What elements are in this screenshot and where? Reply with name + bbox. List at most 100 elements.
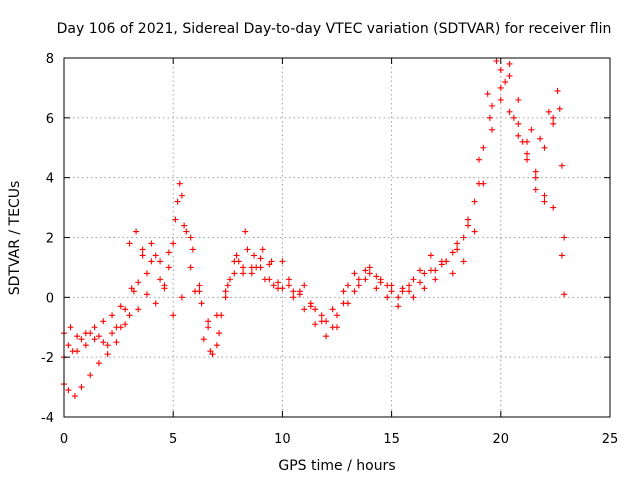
data-point [126, 240, 133, 247]
data-point [366, 270, 373, 277]
y-tick-label: 6 [46, 112, 54, 127]
data-point [91, 324, 98, 331]
series-track-d [65, 72, 565, 355]
axis-ticks: 0 5 10 15 20 25 -4 -2 0 2 4 6 8 [41, 52, 618, 447]
data-point [109, 312, 116, 319]
data-point [406, 282, 413, 289]
data-point [122, 306, 129, 313]
data-point [78, 336, 85, 343]
series-track-c [61, 84, 565, 361]
data-point [493, 57, 500, 64]
data-point [541, 192, 548, 199]
data-point [427, 252, 434, 259]
data-point [323, 333, 330, 340]
data-point [556, 105, 563, 112]
data-point [421, 270, 428, 277]
data-point [244, 246, 251, 253]
x-tick-label: 0 [60, 432, 68, 447]
data-point [432, 276, 439, 283]
data-point [113, 324, 120, 331]
data-point [266, 261, 273, 268]
data-point [355, 276, 362, 283]
data-point [541, 198, 548, 205]
data-point [550, 120, 557, 127]
data-point [251, 252, 258, 259]
x-tick-label: 15 [383, 432, 400, 447]
data-point [178, 294, 185, 301]
data-point [165, 264, 172, 271]
data-point [465, 222, 472, 229]
data-point [351, 288, 358, 295]
data-point [395, 303, 402, 310]
data-point [312, 306, 319, 313]
data-point [135, 279, 142, 286]
data-point [362, 267, 369, 274]
data-point [242, 228, 249, 235]
data-point [395, 294, 402, 301]
data-point [122, 321, 129, 328]
data-point [257, 264, 264, 271]
data-point [126, 312, 133, 319]
y-tick-label: 0 [46, 291, 54, 306]
data-point [205, 324, 212, 331]
data-point [178, 192, 185, 199]
data-point [362, 276, 369, 283]
data-point [307, 300, 314, 307]
data-point [130, 288, 137, 295]
data-point [318, 312, 325, 319]
data-point [65, 342, 72, 349]
data-point [143, 270, 150, 277]
data-point [351, 270, 358, 277]
data-point [558, 252, 565, 259]
data-point [416, 267, 423, 274]
data-point [384, 294, 391, 301]
data-point [183, 228, 190, 235]
data-point [377, 279, 384, 286]
data-point [181, 222, 188, 229]
data-point [410, 294, 417, 301]
data-point [174, 198, 181, 205]
data-point [334, 312, 340, 319]
data-point [296, 288, 303, 295]
data-point [558, 162, 565, 169]
data-point [301, 282, 308, 289]
data-point [329, 306, 336, 313]
data-point [489, 126, 496, 133]
data-point [318, 318, 325, 325]
y-tick-label: 4 [46, 172, 54, 187]
data-point [312, 321, 319, 328]
data-point [143, 291, 150, 298]
data-point [165, 249, 172, 256]
data-point [266, 276, 273, 283]
data-point [480, 144, 487, 151]
data-point [449, 270, 456, 277]
x-tick-label: 20 [493, 432, 510, 447]
data-point [497, 66, 504, 73]
data-point [541, 144, 548, 151]
data-point [532, 186, 539, 193]
data-point [532, 174, 539, 181]
data-point [532, 168, 539, 175]
data-point [285, 282, 292, 289]
data-point [537, 135, 544, 142]
data-point [100, 318, 107, 325]
x-tick-label: 5 [169, 432, 177, 447]
data-point [135, 306, 142, 313]
data-point [471, 228, 478, 235]
data-point [515, 120, 522, 127]
data-point [231, 258, 238, 265]
data-point [561, 291, 568, 298]
data-point [189, 246, 196, 253]
data-point [213, 312, 220, 319]
data-points [61, 57, 568, 400]
x-axis-label: GPS time / hours [278, 458, 395, 474]
data-point [454, 246, 461, 253]
data-point [344, 282, 351, 289]
data-point [480, 180, 487, 187]
data-point [216, 330, 223, 337]
data-point [74, 333, 81, 340]
data-point [497, 96, 504, 103]
data-point [213, 342, 220, 349]
data-point [373, 285, 380, 292]
